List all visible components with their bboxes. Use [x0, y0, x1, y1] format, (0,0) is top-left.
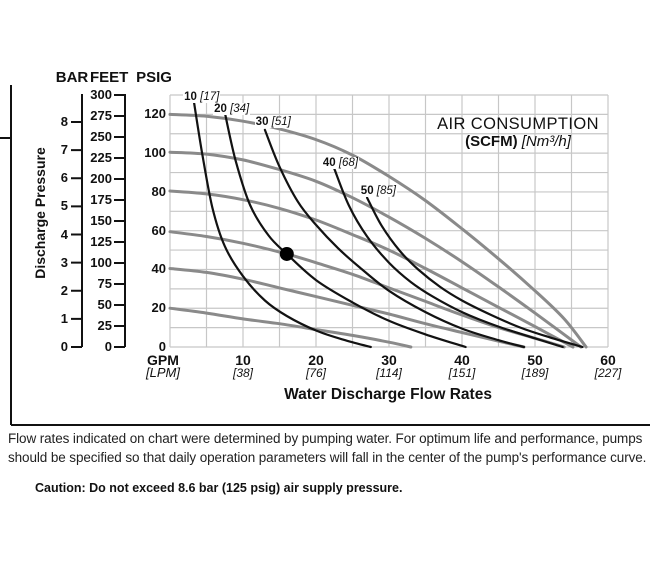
pump-curve-20psig [168, 306, 413, 349]
psig-tick-label: 80 [151, 183, 166, 199]
lpm-tick-label: [38] [232, 366, 253, 380]
psig-tick-label: 60 [151, 222, 166, 238]
chart-subtitle-nm3h: [Nm³/h] [521, 133, 571, 150]
air-curve-label-50scfm: 50 [85] [359, 184, 397, 197]
bar-tick-label: 6 [60, 170, 68, 186]
feet-tick-label: 275 [90, 108, 112, 123]
feet-tick-label: 25 [97, 318, 112, 333]
air-consumption-curve-50scfm [366, 196, 584, 349]
air-curve-label-40scfm: 40 [68] [321, 156, 360, 169]
lpm-tick-label: [151] [448, 366, 476, 380]
air-consumption-curve-10scfm [193, 101, 372, 349]
footer-note-line1: Flow rates indicated on chart were deter… [8, 431, 643, 446]
psig-tick-label: 100 [144, 145, 166, 161]
air-consumption-curve-40scfm [333, 167, 564, 349]
lpm-tick-label: [114] [376, 366, 402, 380]
psig-tick-label: 0 [158, 339, 166, 354]
psig-tick-label: 120 [144, 106, 166, 122]
feet-tick-label: 100 [90, 255, 112, 270]
lpm-tick-label: [227] [594, 366, 622, 380]
pump-curve-120psig [168, 112, 588, 349]
gpm-tick-label: 40 [454, 352, 470, 368]
feet-tick-label: 300 [90, 87, 112, 102]
gpm-tick-label: 10 [235, 352, 251, 368]
lpm-tick-label: [76] [305, 366, 326, 380]
psig-tick-label: 20 [151, 300, 166, 316]
bar-tick-label: 5 [60, 198, 68, 214]
feet-tick-label: 225 [90, 150, 112, 165]
caution-text: Caution: Do not exceed 8.6 bar (125 psig… [35, 481, 403, 495]
x-unit-lpm: [LPM] [146, 365, 180, 380]
feet-tick-label: 150 [90, 213, 112, 228]
bar-tick-label: 7 [60, 142, 68, 158]
bar-tick-label: 8 [60, 114, 68, 129]
psig-column-header: PSIG [136, 69, 172, 86]
chart-title: AIR CONSUMPTION [437, 115, 599, 133]
x-unit-gpm: GPM [147, 352, 179, 368]
feet-tick-label: 75 [97, 276, 112, 291]
gpm-tick-label: 20 [308, 352, 324, 368]
feet-tick-label: 0 [104, 339, 112, 354]
air-curve-label-20scfm: 20 [34] [213, 102, 251, 115]
operating-point-dot [279, 246, 294, 261]
feet-tick-label: 200 [90, 171, 112, 186]
air-curve-label-30scfm: 30 [51] [254, 116, 292, 129]
feet-tick-label: 125 [90, 234, 112, 249]
bar-tick-label: 0 [60, 339, 68, 354]
lpm-tick-label: [189] [521, 366, 549, 380]
feet-tick-label: 175 [90, 192, 112, 207]
feet-tick-label: 50 [97, 297, 112, 312]
x-axis-title: Water Discharge Flow Rates [284, 386, 492, 403]
bar-tick-label: 3 [60, 254, 68, 270]
gpm-tick-label: 50 [527, 352, 543, 368]
chart-subtitle-scfm: (SCFM) [465, 133, 518, 150]
feet-tick-label: 250 [90, 129, 112, 144]
footer-note-line2: should be specified so that daily operat… [8, 450, 647, 465]
psig-tick-label: 40 [151, 261, 166, 277]
bar-tick-label: 4 [60, 226, 68, 242]
air-consumption-curve-30scfm [263, 128, 526, 349]
feet-column-header: FEET [90, 69, 129, 86]
bar-tick-label: 2 [60, 282, 68, 298]
gpm-tick-label: 60 [600, 352, 616, 368]
chart-subtitle: (SCFM) [Nm³/h] [427, 133, 609, 150]
air-consumption-curve-20scfm [223, 111, 467, 349]
pump-curve-40psig [168, 267, 526, 349]
bar-tick-label: 1 [60, 310, 68, 326]
bar-column-header: BAR [55, 69, 89, 86]
gpm-tick-label: 30 [381, 352, 397, 368]
air-curve-label-10scfm: 10 [17] [183, 90, 221, 103]
